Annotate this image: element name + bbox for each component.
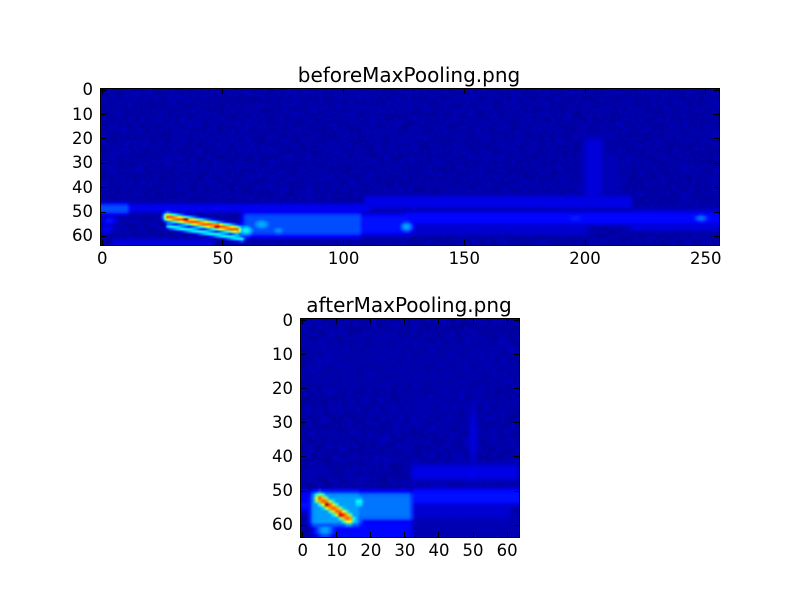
y-tick-label: 0 xyxy=(282,310,294,330)
y-tick-label: 10 xyxy=(72,104,93,124)
x-tick-label: 60 xyxy=(496,541,518,560)
after-heatmap-canvas xyxy=(301,319,519,537)
y-tick-label: 60 xyxy=(272,515,293,535)
y-tick-label: 40 xyxy=(272,446,293,466)
y-tick-mark xyxy=(101,235,106,237)
x-tick-mark xyxy=(705,240,707,245)
y-tick-label: 50 xyxy=(72,202,93,222)
after-maxpooling-axes: 0 10 20 30 40 50 60 0 10 20 30 40 50 60 xyxy=(272,311,520,560)
y-tick-mark xyxy=(514,422,519,424)
x-tick-mark xyxy=(222,240,224,245)
x-tick-mark xyxy=(472,319,474,324)
x-tick-label: 200 xyxy=(569,249,601,268)
y-tick-mark xyxy=(514,320,519,322)
x-tick-label: 100 xyxy=(327,249,360,268)
x-tick-label: 150 xyxy=(448,249,481,268)
x-tick-mark xyxy=(343,89,345,94)
y-tick-label: 20 xyxy=(272,378,293,398)
after-plot-title: afterMaxPooling.png xyxy=(306,293,512,317)
y-tick-mark xyxy=(101,187,106,189)
x-tick-mark xyxy=(336,319,338,324)
y-tick-label: 60 xyxy=(72,226,93,246)
y-tick-mark xyxy=(101,114,106,116)
before-heatmap-canvas xyxy=(101,89,719,245)
x-tick-label: 250 xyxy=(689,249,722,268)
y-tick-mark xyxy=(714,187,719,189)
y-tick-label: 20 xyxy=(72,128,93,148)
x-tick-label: 50 xyxy=(212,249,234,268)
x-tick-mark xyxy=(404,319,406,324)
x-tick-mark xyxy=(302,532,304,537)
x-tick-label: 0 xyxy=(297,541,308,560)
x-tick-mark xyxy=(506,319,508,324)
y-tick-mark xyxy=(301,354,306,356)
y-tick-mark xyxy=(714,89,719,91)
y-tick-label: 30 xyxy=(272,412,293,432)
x-tick-mark xyxy=(584,89,586,94)
y-tick-label: 30 xyxy=(72,153,93,173)
y-tick-label: 0 xyxy=(82,80,94,100)
x-tick-mark xyxy=(101,89,103,94)
x-tick-mark xyxy=(584,240,586,245)
x-tick-mark xyxy=(463,89,465,94)
y-tick-mark xyxy=(714,235,719,237)
x-tick-mark xyxy=(370,319,372,324)
y-tick-mark xyxy=(301,388,306,390)
x-tick-mark xyxy=(404,532,406,537)
x-tick-mark xyxy=(705,89,707,94)
y-tick-mark xyxy=(301,490,306,492)
x-tick-mark xyxy=(101,240,103,245)
x-tick-mark xyxy=(370,532,372,537)
y-tick-mark xyxy=(514,524,519,526)
y-tick-mark xyxy=(514,490,519,492)
x-tick-mark xyxy=(336,532,338,537)
y-tick-mark xyxy=(714,138,719,140)
y-tick-mark xyxy=(714,114,719,116)
y-tick-mark xyxy=(301,320,306,322)
y-tick-mark xyxy=(301,422,306,424)
before-plot-title: beforeMaxPooling.png xyxy=(297,63,521,87)
y-tick-mark xyxy=(714,211,719,213)
y-tick-mark xyxy=(101,138,106,140)
x-tick-label: 10 xyxy=(326,541,348,560)
x-tick-mark xyxy=(472,532,474,537)
y-tick-label: 50 xyxy=(272,481,293,501)
y-tick-label: 40 xyxy=(72,177,93,197)
x-tick-label: 30 xyxy=(394,541,416,560)
x-tick-mark xyxy=(506,532,508,537)
y-tick-mark xyxy=(101,89,106,91)
x-tick-label: 50 xyxy=(462,541,484,560)
x-tick-mark xyxy=(438,532,440,537)
y-tick-mark xyxy=(101,211,106,213)
x-tick-mark xyxy=(343,240,345,245)
y-tick-mark xyxy=(514,456,519,458)
x-tick-mark xyxy=(302,319,304,324)
x-tick-mark xyxy=(463,240,465,245)
x-tick-mark xyxy=(438,319,440,324)
y-tick-mark xyxy=(301,524,306,526)
y-tick-mark xyxy=(514,388,519,390)
x-tick-label: 40 xyxy=(428,541,450,560)
y-tick-mark xyxy=(301,456,306,458)
y-tick-mark xyxy=(514,354,519,356)
before-maxpooling-axes: 0 50 100 150 200 250 0 10 20 30 40 50 60 xyxy=(72,80,721,268)
x-tick-mark xyxy=(222,89,224,94)
y-tick-label: 10 xyxy=(272,344,293,364)
x-tick-label: 0 xyxy=(96,249,108,268)
x-tick-label: 20 xyxy=(360,541,382,560)
y-tick-mark xyxy=(714,162,719,164)
y-tick-mark xyxy=(101,162,106,164)
